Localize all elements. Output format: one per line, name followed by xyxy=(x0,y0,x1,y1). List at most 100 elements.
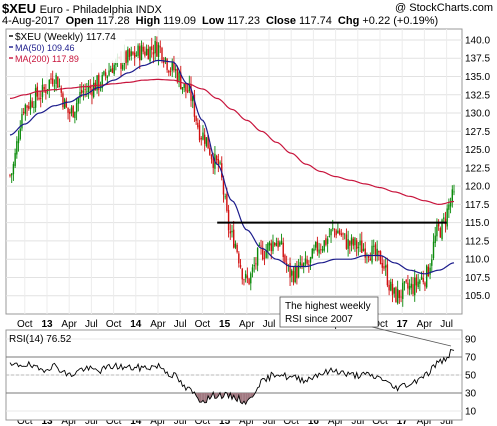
low-value: 117.23 xyxy=(227,15,260,27)
price-bar-body xyxy=(154,41,156,54)
rsi-x-tick-label: Apr xyxy=(417,416,433,426)
price-y-tick-label: 105.0 xyxy=(465,291,490,302)
price-bar-body xyxy=(212,158,214,168)
price-bar-body xyxy=(453,191,455,193)
price-bar-body xyxy=(219,162,221,164)
x-tick-label: Apr xyxy=(61,319,77,330)
price-bar-body xyxy=(28,106,30,109)
price-bar-body xyxy=(108,70,110,76)
price-bar-body xyxy=(449,201,452,207)
rsi-oversold-area xyxy=(214,393,217,399)
price-bar-body xyxy=(422,278,424,282)
price-bar-body xyxy=(388,284,390,291)
open-value: 117.28 xyxy=(96,15,130,27)
rsi-y-tick-label: 50 xyxy=(465,371,477,382)
price-bar-body xyxy=(140,45,143,60)
rsi-oversold-area xyxy=(209,393,212,400)
price-bar-body xyxy=(31,101,33,108)
price-bar-body xyxy=(277,240,279,248)
price-bar-body xyxy=(234,243,237,248)
chg-value: +0.22 (+0.19%) xyxy=(362,15,439,27)
price-bar-body xyxy=(113,64,115,74)
ma50-line xyxy=(9,59,455,275)
instrument-name: Euro - Philadelphia INDX xyxy=(39,4,162,16)
price-bar-body xyxy=(164,57,167,61)
price-bar-body xyxy=(304,258,307,264)
x-tick-label: Oct xyxy=(195,319,211,330)
price-bar-body xyxy=(393,287,395,294)
price-bar-body xyxy=(437,223,440,227)
price-bar-body xyxy=(96,75,98,91)
x-tick-label: 14 xyxy=(130,319,142,330)
price-bar-body xyxy=(79,91,81,98)
price-bar-body xyxy=(98,74,100,90)
price-bar-body xyxy=(132,51,134,55)
price-bar-body xyxy=(236,244,238,253)
price-bar-body xyxy=(43,86,45,90)
ma200-line xyxy=(9,78,455,206)
price-y-tick-label: 120.0 xyxy=(465,182,490,193)
price-bar-body xyxy=(357,247,360,248)
price-bar-body xyxy=(321,249,324,251)
rsi-x-tick-label: 16 xyxy=(308,416,320,426)
price-bar-body xyxy=(294,265,296,283)
rsi-x-tick-label: Apr xyxy=(150,416,166,426)
rsi-oversold-area xyxy=(245,393,248,405)
rsi-y-tick-label: 10 xyxy=(465,407,477,418)
price-y-tick-label: 127.5 xyxy=(465,127,490,138)
price-bar-body xyxy=(398,290,401,298)
price-bar-body xyxy=(84,89,86,91)
price-bar-body xyxy=(55,74,57,84)
price-y-tick-label: 137.5 xyxy=(465,54,490,65)
price-bar-body xyxy=(451,189,453,202)
price-bar-body xyxy=(74,111,76,119)
price-bar-body xyxy=(174,69,177,71)
price-bar-body xyxy=(308,264,310,265)
price-bar-body xyxy=(33,106,35,108)
price-bar-body xyxy=(45,90,47,94)
price-y-tick-label: 130.0 xyxy=(465,109,490,120)
annotation-pointer xyxy=(371,326,452,347)
price-bar-body xyxy=(145,48,148,55)
price-bar-body xyxy=(332,227,334,229)
price-bar-body xyxy=(338,230,341,235)
price-bar-body xyxy=(352,238,354,246)
price-bar-body xyxy=(391,283,394,295)
open-label: Open xyxy=(65,15,94,27)
price-bar-body xyxy=(405,280,407,282)
price-y-tick-label: 122.5 xyxy=(465,163,490,174)
price-panel xyxy=(5,28,463,315)
price-bar-body xyxy=(81,89,83,94)
price-bar-body xyxy=(22,111,25,114)
price-bar-body xyxy=(441,219,443,240)
price-bar-body xyxy=(180,72,182,89)
price-bar-body xyxy=(38,97,40,100)
rsi-x-tick-label: 13 xyxy=(41,416,53,426)
chart-header: $XEU Euro - Philadelphia INDX xyxy=(2,1,162,16)
price-bar-body xyxy=(103,71,105,75)
price-bar-body xyxy=(419,280,421,284)
watermark: @ StockCharts.com xyxy=(395,2,493,14)
price-bar-body xyxy=(323,240,325,251)
price-bar-body xyxy=(345,234,348,249)
price-bar-body xyxy=(193,94,196,117)
price-bar-body xyxy=(202,132,204,140)
price-bar-body xyxy=(51,78,54,85)
price-bar-body xyxy=(396,288,399,304)
x-tick-label: Apr xyxy=(150,319,166,330)
rsi-oversold-area xyxy=(199,393,202,403)
price-bar-body xyxy=(9,174,11,176)
rsi-x-tick-label: Apr xyxy=(61,416,77,426)
rsi-x-tick-label: Apr xyxy=(328,416,344,426)
rsi-x-tick-label: 14 xyxy=(130,416,142,426)
price-bar-body xyxy=(384,265,387,268)
price-bar-body xyxy=(40,98,42,99)
price-bar-body xyxy=(354,238,356,246)
quote-date: 4-Aug-2017 xyxy=(2,15,60,27)
symbol: $XEU xyxy=(2,1,36,16)
price-bar-body xyxy=(320,249,322,251)
price-bar-body xyxy=(260,245,262,247)
x-tick-label: Jul xyxy=(174,319,187,330)
price-bar-body xyxy=(144,51,146,56)
